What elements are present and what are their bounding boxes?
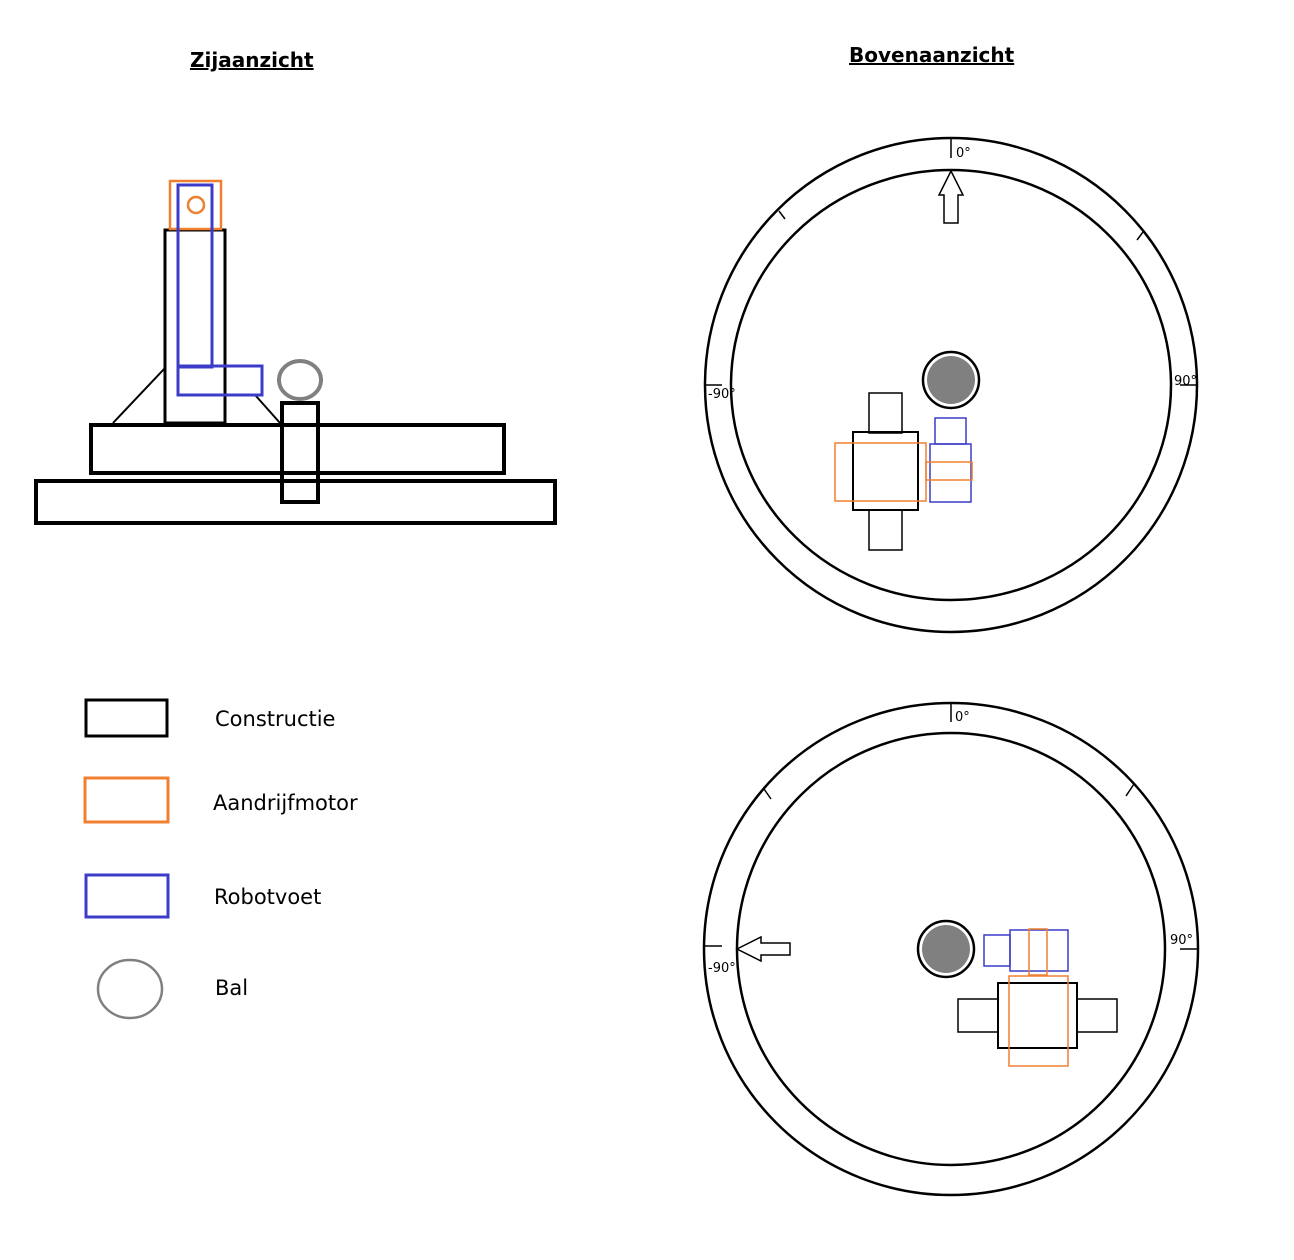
- label-plus90: 90°: [1170, 933, 1193, 948]
- outer-ring: [702, 701, 1200, 1197]
- robot-foot-tip: [983, 934, 1011, 967]
- right-strut: [255, 395, 281, 424]
- construction-lower-arm: [868, 509, 903, 551]
- top-view-1: 0° -90° 90°: [703, 136, 1199, 634]
- base-plate: [34, 479, 557, 525]
- legend-label-aandrijfmotor: Aandrijfmotor: [213, 791, 358, 815]
- robot-foot-body: [1009, 929, 1069, 972]
- ball: [927, 356, 975, 404]
- tick-minus45: [763, 788, 772, 800]
- motor-axle: [186, 195, 206, 215]
- construction-left-arm: [957, 998, 999, 1033]
- legend-label-robotvoet: Robotvoet: [214, 885, 322, 909]
- legend-swatch-bal: [96, 958, 164, 1020]
- construction-body: [997, 982, 1078, 1049]
- motor-housing: [168, 179, 223, 231]
- top-view-title: Bovenaanzicht: [849, 43, 1015, 67]
- robot-foot-body: [929, 443, 972, 503]
- motor: [1008, 975, 1069, 1067]
- motor: [834, 442, 927, 502]
- top-view-2: 0° -90° 90°: [702, 701, 1200, 1197]
- label-minus90: -90°: [708, 961, 736, 976]
- left-strut: [112, 367, 166, 424]
- legend-label-constructie: Constructie: [215, 707, 336, 731]
- motor-in-foot: [1028, 928, 1048, 976]
- legend-swatch-aandrijfmotor: [83, 776, 170, 824]
- motor-in-foot: [925, 461, 973, 481]
- side-view: [34, 179, 557, 525]
- direction-arrow-left: [735, 935, 791, 963]
- legend-label-bal: Bal: [215, 976, 249, 1000]
- ball: [277, 359, 323, 401]
- legend-swatch-robotvoet: [84, 873, 170, 919]
- legend-swatch-constructie: [84, 698, 169, 738]
- ball: [922, 925, 970, 973]
- label-minus90: -90°: [708, 387, 736, 402]
- label-0: 0°: [955, 710, 970, 725]
- upper-plate: [89, 423, 506, 475]
- ball-holder: [280, 401, 320, 504]
- tick-plus45: [1136, 231, 1144, 241]
- tick-plus45: [1125, 783, 1135, 797]
- tick-minus45: [778, 210, 786, 220]
- direction-arrow-up: [937, 169, 965, 224]
- label-0: 0°: [956, 146, 971, 161]
- side-view-title: Zijaanzicht: [190, 48, 314, 72]
- label-plus90: 90°: [1174, 374, 1197, 389]
- construction-right-arm: [1076, 998, 1118, 1033]
- construction-body: [852, 431, 919, 511]
- construction-upper-arm: [868, 392, 903, 434]
- robot-foot-top: [934, 417, 967, 445]
- legend: [83, 698, 170, 1020]
- robot-foot-sole: [176, 364, 264, 397]
